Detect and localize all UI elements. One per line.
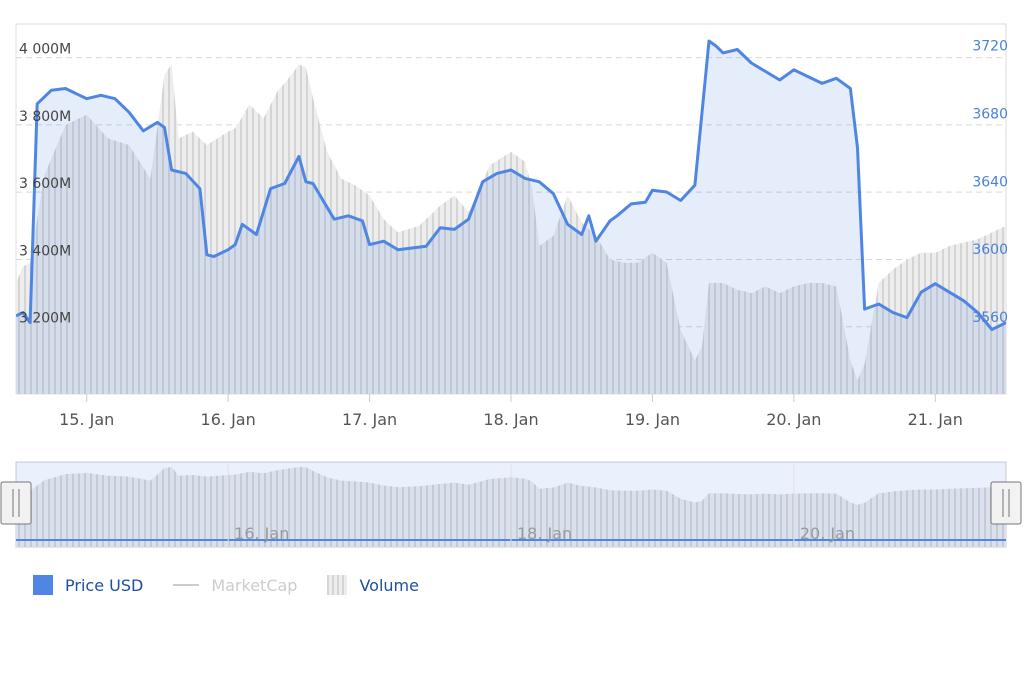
legend-label-volume: Volume [359,575,419,595]
legend-label-price: Price USD [65,575,144,595]
y-left-tick-label: 3 200M [19,311,71,327]
x-tick-label: 18. Jan [483,410,538,429]
y-right-tick-label: 3600 [972,242,1008,258]
legend-item-marketcap[interactable]: MarketCap [173,576,297,595]
legend-item-price[interactable]: Price USD [33,575,143,595]
y-right-tick-label: 3680 [972,106,1008,122]
navigator-x-axis: 16. Jan 18. Jan 20. Jan [227,462,855,547]
y-axis-left: 3 200M 3 400M 3 600M 3 800M 4 000M [19,42,71,327]
x-tick-label: 16. Jan [201,410,256,429]
chart-legend: Price USD MarketCap Volume [33,570,449,600]
y-right-tick-label: 3640 [972,174,1008,190]
volume-hatch-icon [327,575,348,595]
marketcap-line-icon [173,584,200,586]
x-tick-label: 20. Jan [766,410,821,429]
price-swatch-icon [33,575,53,595]
y-axis-right: 3560 3600 3640 3680 3720 [972,39,1008,327]
price-line [16,39,1006,331]
y-left-tick-label: 3 400M [19,243,71,259]
y-right-tick-label: 3720 [972,39,1008,55]
navigator-tick-label: 16. Jan [234,524,289,543]
x-tick-label: 21. Jan [908,410,963,429]
y-left-tick-label: 4 000M [19,42,71,58]
y-left-tick-label: 3 600M [19,176,71,192]
y-left-tick-label: 3 800M [19,109,71,125]
navigator-right-handle[interactable] [990,481,1022,525]
x-tick-label: 19. Jan [625,410,680,429]
navigator-left-handle[interactable] [0,481,32,525]
legend-label-marketcap: MarketCap [211,575,298,595]
x-axis: 15. Jan 16. Jan 17. Jan 18. Jan 19. Jan 20. J… [59,394,963,429]
plot-area [16,39,1006,394]
y-right-tick-label: 3560 [972,310,1008,326]
price-area [16,41,1006,394]
navigator-tick-label: 18. Jan [517,524,572,543]
x-tick-label: 15. Jan [59,410,114,429]
volume-area [16,64,1006,394]
legend-item-volume[interactable]: Volume [327,575,419,595]
x-tick-label: 17. Jan [342,410,397,429]
navigator-tick-label: 20. Jan [800,524,855,543]
